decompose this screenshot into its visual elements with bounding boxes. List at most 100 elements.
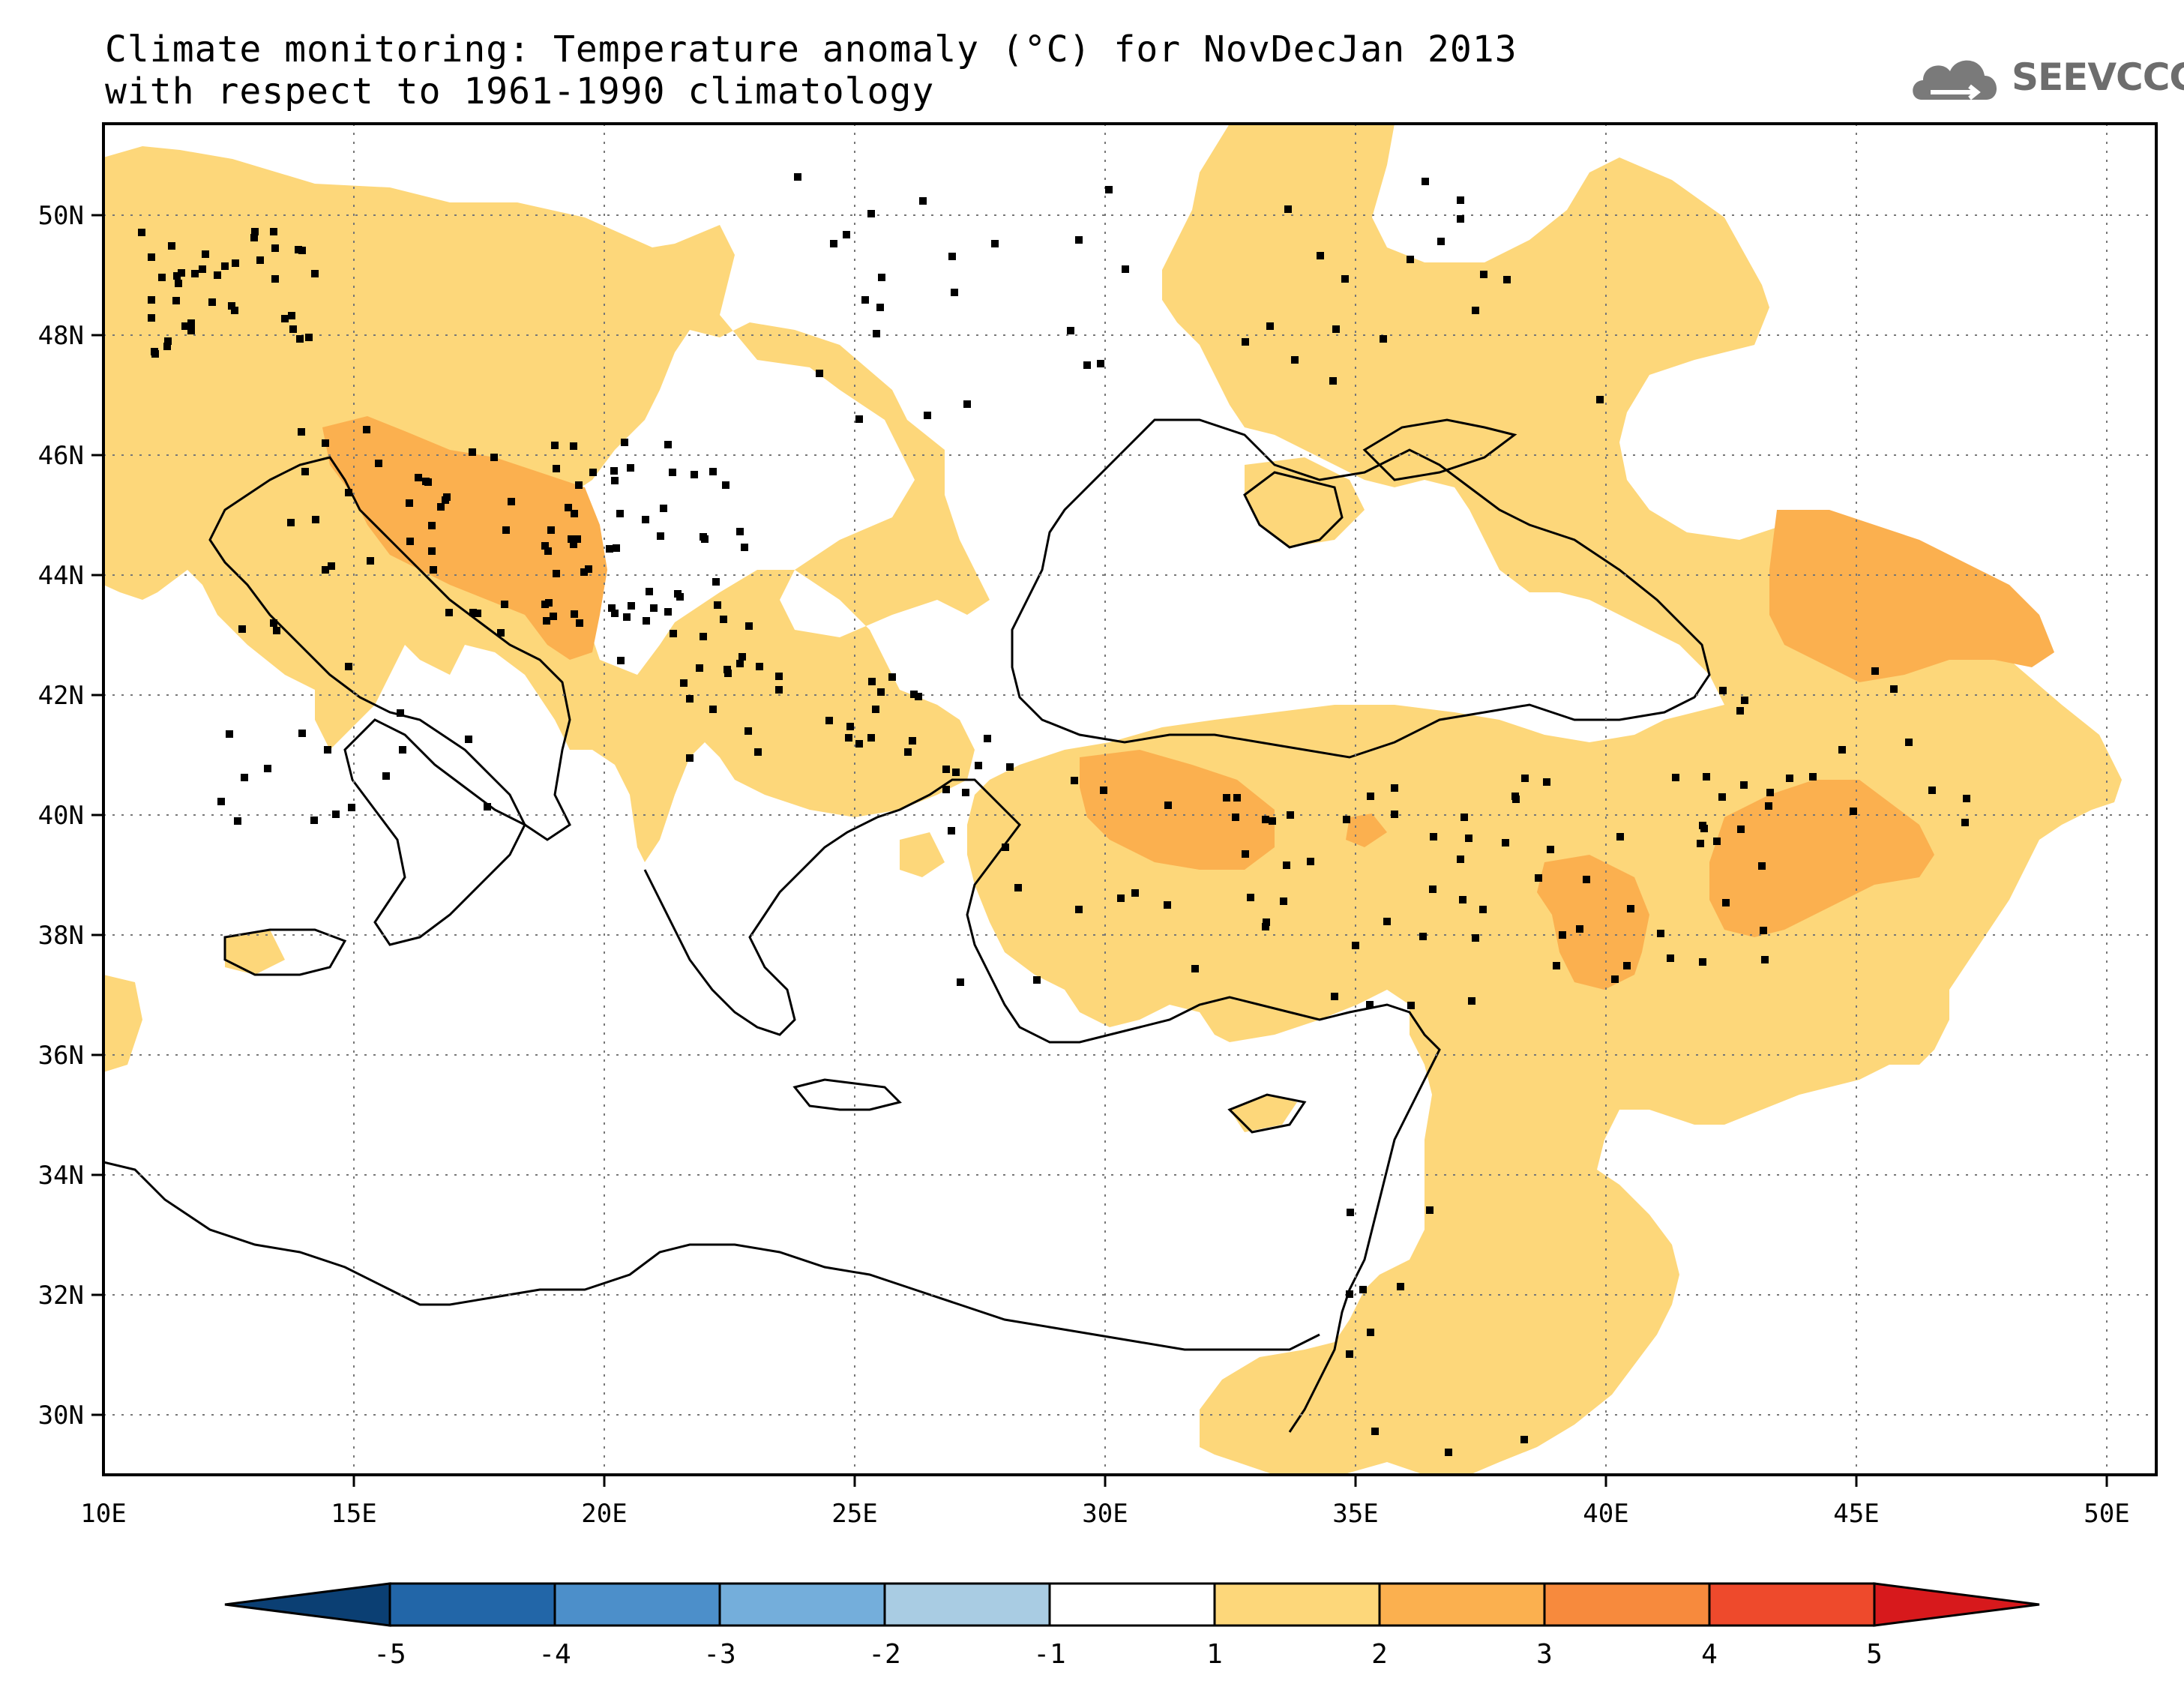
station-marker — [541, 542, 549, 550]
station-marker — [445, 609, 453, 616]
colorbar-bin — [883, 1582, 1051, 1627]
station-marker — [178, 269, 185, 277]
station-marker — [1758, 862, 1766, 870]
colorbar-bin — [1213, 1582, 1381, 1627]
station-marker — [1623, 962, 1631, 969]
station-marker — [963, 400, 971, 408]
station-marker — [876, 304, 884, 311]
station-marker — [310, 817, 318, 824]
station-marker — [1547, 846, 1554, 853]
station-marker — [942, 766, 950, 773]
station-marker — [825, 717, 833, 724]
station-marker — [1741, 697, 1748, 704]
station-marker — [1383, 918, 1391, 925]
station-marker — [1472, 307, 1479, 314]
station-marker — [1371, 1428, 1379, 1435]
lon-label-10e: 10E — [80, 1499, 126, 1529]
station-marker — [295, 246, 302, 253]
station-marker — [256, 256, 264, 264]
station-marker — [490, 454, 498, 461]
station-marker — [241, 774, 248, 781]
station-marker — [984, 735, 991, 742]
station-marker — [543, 617, 550, 625]
station-marker — [1838, 746, 1846, 754]
station-marker — [214, 271, 221, 279]
station-marker — [437, 503, 445, 511]
station-marker — [1002, 844, 1009, 851]
station-marker — [298, 428, 305, 436]
station-marker — [1667, 954, 1674, 962]
station-marker — [855, 740, 863, 748]
station-marker — [580, 568, 588, 576]
station-marker — [1928, 787, 1936, 794]
station-marker — [1657, 930, 1664, 937]
station-marker — [570, 541, 577, 548]
map-frame — [102, 122, 2158, 1476]
station-marker — [415, 474, 422, 481]
station-marker — [1419, 933, 1427, 940]
station-markers — [138, 173, 1970, 1456]
station-marker — [1367, 1329, 1374, 1336]
station-marker — [589, 469, 597, 476]
colorbar-label: -3 — [703, 1639, 735, 1670]
station-marker — [1809, 773, 1817, 781]
station-marker — [547, 526, 555, 534]
station-marker — [775, 686, 783, 694]
logo-text: SEEVCCC — [2012, 55, 2184, 99]
station-marker — [271, 275, 279, 283]
station-marker — [1407, 1002, 1415, 1009]
station-marker — [1122, 265, 1129, 273]
station-marker — [1422, 178, 1429, 185]
station-marker — [251, 228, 259, 235]
station-marker — [700, 633, 707, 640]
station-marker — [173, 272, 181, 280]
station-marker — [1380, 335, 1387, 343]
station-marker — [670, 630, 677, 637]
station-marker — [657, 532, 664, 540]
station-marker — [1511, 793, 1519, 800]
station-marker — [238, 625, 246, 633]
station-marker — [745, 622, 753, 630]
lat-label-30n: 30N — [38, 1401, 84, 1431]
station-marker — [1407, 256, 1414, 263]
station-marker — [701, 535, 709, 543]
lat-label-34n: 34N — [38, 1161, 84, 1191]
station-marker — [794, 173, 801, 181]
station-marker — [574, 535, 581, 543]
station-marker — [1291, 356, 1299, 364]
cloud-icon — [1913, 60, 1997, 100]
station-marker — [846, 723, 854, 730]
colorbar-label: 4 — [1701, 1639, 1718, 1670]
station-marker — [664, 608, 672, 616]
station-marker — [328, 562, 335, 570]
station-marker — [1006, 763, 1014, 771]
gridlines — [103, 124, 2156, 1475]
station-marker — [1430, 833, 1437, 841]
station-marker — [1284, 205, 1292, 213]
station-marker — [1346, 1350, 1353, 1358]
lat-label-36n: 36N — [38, 1041, 84, 1071]
station-marker — [741, 544, 748, 551]
station-marker — [1737, 826, 1745, 833]
station-marker — [845, 734, 852, 742]
station-marker — [553, 570, 560, 577]
station-marker — [1262, 923, 1269, 930]
station-marker — [1346, 1290, 1353, 1298]
lon-label-20e: 20E — [581, 1499, 627, 1529]
station-marker — [469, 609, 477, 616]
station-marker — [363, 426, 370, 433]
station-marker — [650, 604, 658, 612]
station-marker — [281, 315, 289, 322]
station-marker — [322, 439, 329, 447]
station-marker — [714, 601, 721, 609]
station-marker — [627, 464, 634, 472]
colorbar-label: -5 — [373, 1639, 406, 1670]
station-marker — [348, 804, 355, 811]
station-marker — [428, 547, 436, 555]
station-marker — [1722, 899, 1730, 906]
station-marker — [1460, 814, 1468, 821]
map-title-line1: Climate monitoring: Temperature anomaly … — [105, 28, 1517, 70]
station-marker — [1521, 775, 1529, 782]
station-marker — [608, 604, 616, 612]
station-marker — [430, 566, 437, 574]
